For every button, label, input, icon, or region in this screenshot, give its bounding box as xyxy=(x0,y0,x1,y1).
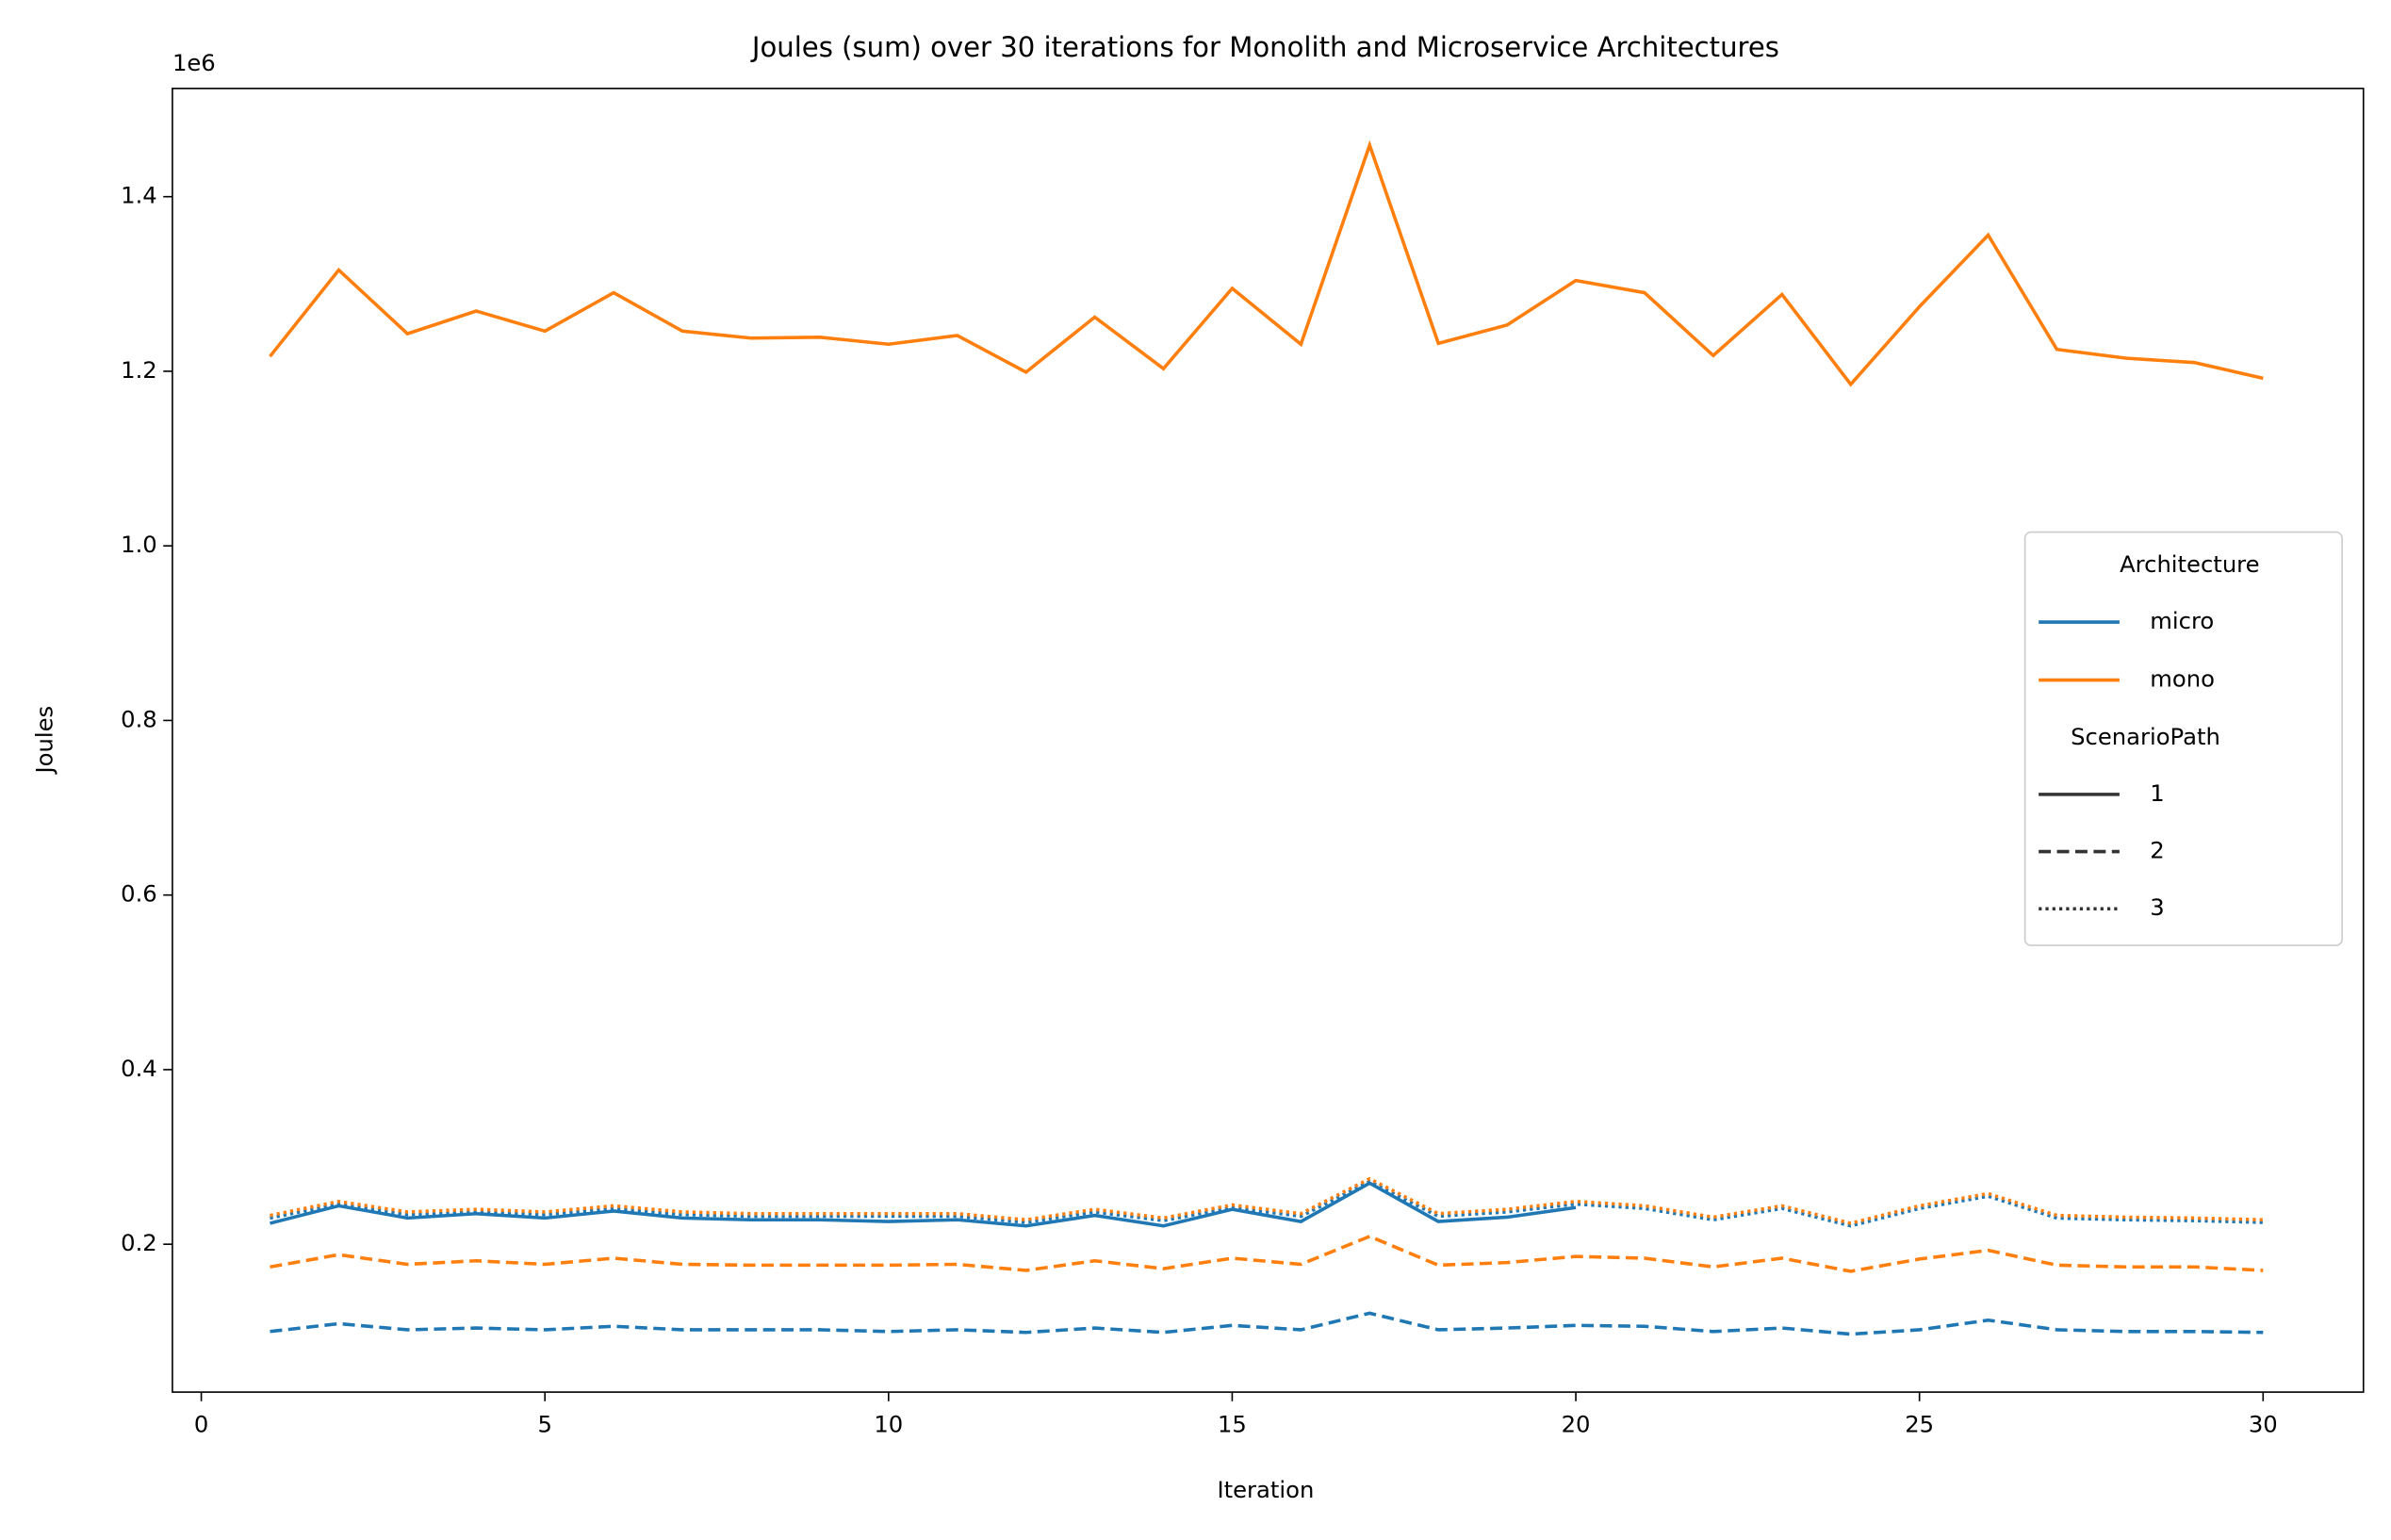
legend-label: 2 xyxy=(2150,837,2164,864)
series-line xyxy=(269,139,2264,387)
y-tick-label: 0.6 xyxy=(121,880,157,908)
y-tick-label: 0.2 xyxy=(121,1229,157,1256)
legend-label: 1 xyxy=(2150,779,2164,807)
x-tick-label: 15 xyxy=(1218,1411,1247,1438)
series-line xyxy=(270,1234,2264,1273)
legend-label: micro xyxy=(2150,607,2214,634)
legend-box xyxy=(2023,531,2343,946)
x-tick-label: 30 xyxy=(2249,1411,2278,1438)
y-tick-label: 0.4 xyxy=(121,1055,157,1082)
x-tick-label: 25 xyxy=(1905,1411,1934,1438)
y-tick-label: 1.0 xyxy=(121,531,157,558)
series-line xyxy=(270,1179,2264,1228)
x-tick-label: 10 xyxy=(874,1411,903,1438)
x-tick-label: 5 xyxy=(537,1411,551,1438)
legend-label: 3 xyxy=(2150,893,2164,921)
y-tick-label: 1.4 xyxy=(121,182,157,209)
y-offset-label: 1e6 xyxy=(172,49,216,76)
y-axis-label: Joules xyxy=(31,706,58,776)
y-tick-label: 1.2 xyxy=(121,356,157,384)
series-line xyxy=(270,1176,2264,1225)
series-line xyxy=(270,1311,2264,1336)
legend-title: ScenarioPath xyxy=(2071,723,2220,750)
legend-title: Architecture xyxy=(2120,550,2259,578)
legend-label: mono xyxy=(2150,665,2215,693)
x-tick-label: 0 xyxy=(194,1411,208,1438)
plot-frame xyxy=(172,88,2365,1393)
chart-title: Joules (sum) over 30 iterations for Mono… xyxy=(750,31,1779,63)
x-tick-label: 20 xyxy=(1562,1411,1591,1438)
x-axis-label: Iteration xyxy=(1217,1476,1314,1503)
y-tick-label: 0.8 xyxy=(121,705,157,732)
series-line xyxy=(270,1181,1577,1228)
